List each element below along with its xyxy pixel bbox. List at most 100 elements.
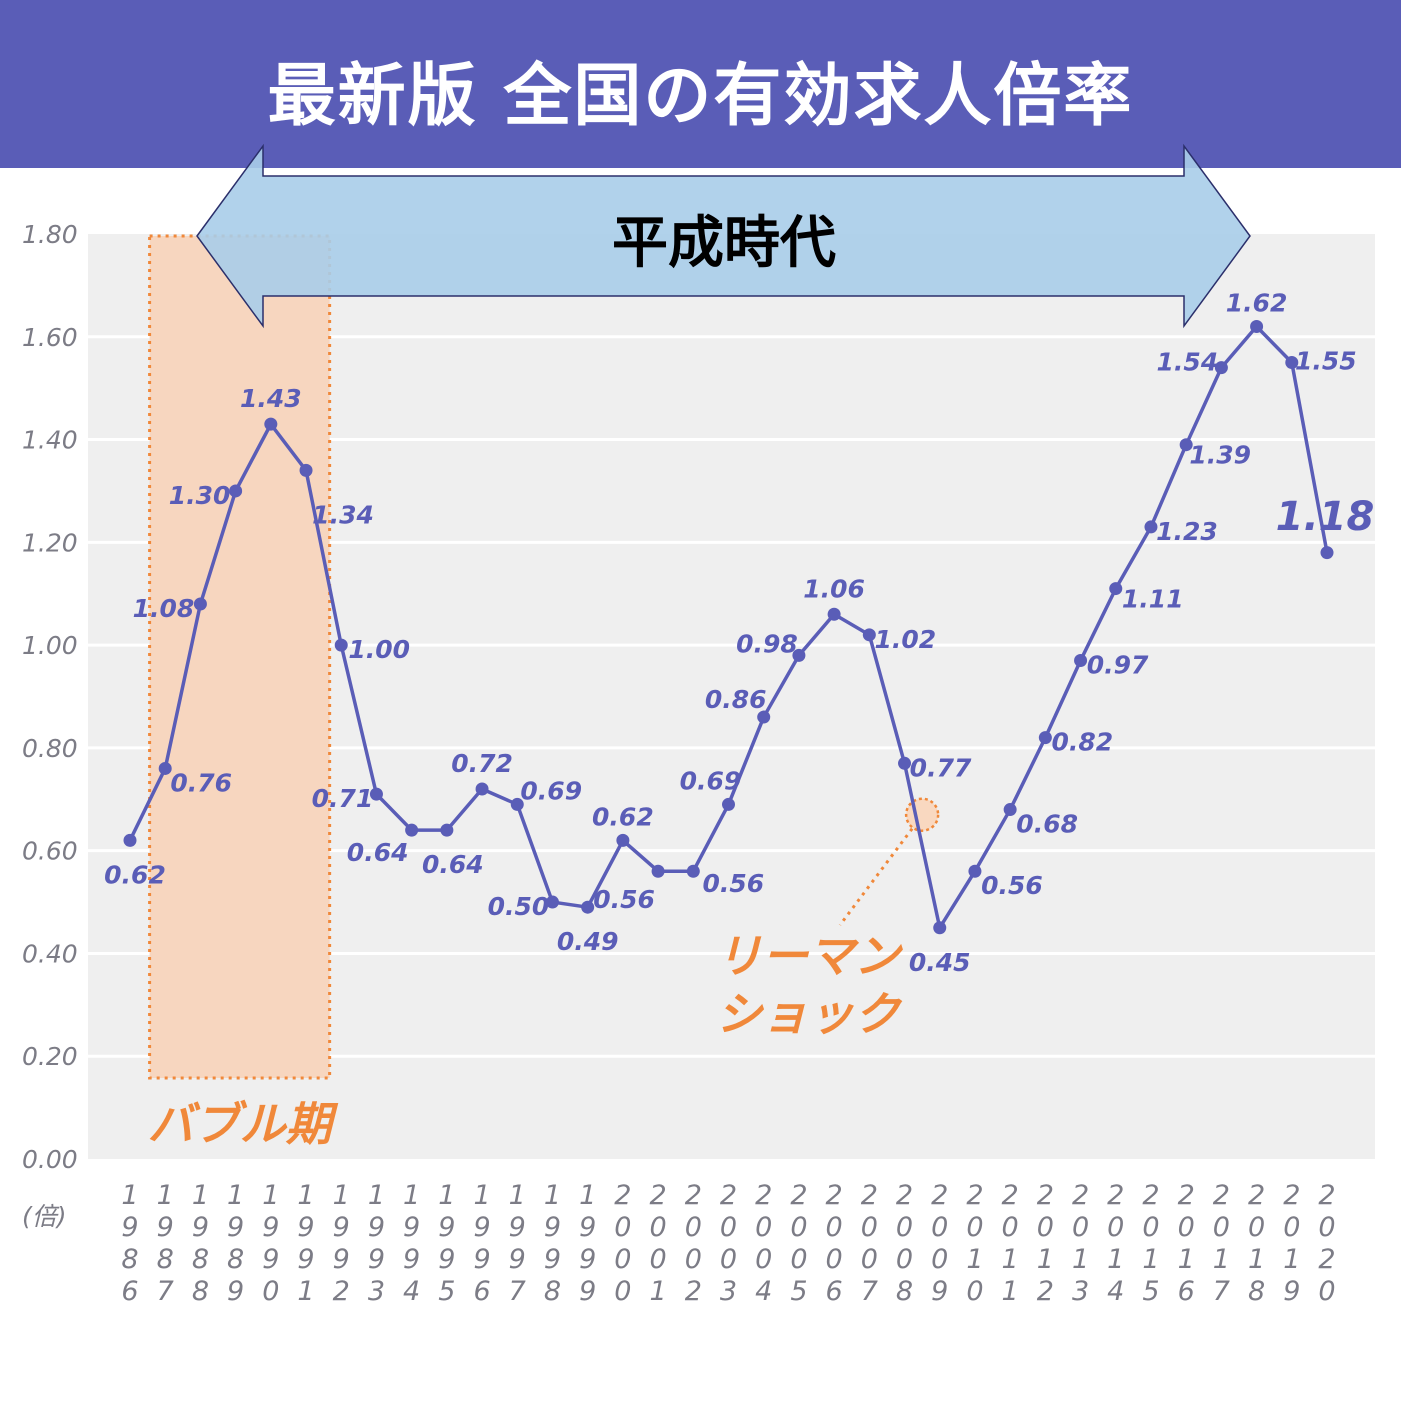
data-label: 0.72 xyxy=(451,749,513,778)
data-label: 1.02 xyxy=(874,625,936,654)
era-label: 平成時代 xyxy=(612,211,836,276)
data-point xyxy=(1003,803,1017,817)
data-label: 1.55 xyxy=(1295,346,1357,375)
page-title: 最新版 全国の有効求人倍率 xyxy=(267,57,1134,136)
lehman-label-line2: ショック xyxy=(716,987,903,1041)
data-label: 1.00 xyxy=(348,635,410,664)
y-tick-label: 0.20 xyxy=(22,1042,78,1071)
data-point xyxy=(299,463,313,477)
data-point xyxy=(440,823,454,837)
data-label: 1.62 xyxy=(1226,289,1288,318)
data-label: 0.45 xyxy=(909,948,971,977)
data-point xyxy=(193,597,207,611)
data-point xyxy=(158,761,172,775)
x-axis-ticks: 1 9 8 6 1 9 8 7 1 9 8 8 1 9 8 9 1 9 9 0 1 9 9 1 1 9 9 2 1 9 9 3 1 9 9 4 1 9 9 5… xyxy=(121,1180,1335,1307)
data-point xyxy=(1074,654,1088,668)
data-point xyxy=(334,638,348,652)
data-point xyxy=(1144,520,1158,534)
data-label: 0.68 xyxy=(1016,810,1078,839)
data-label: 1.11 xyxy=(1122,585,1184,614)
y-tick-label: 0.40 xyxy=(22,939,78,968)
data-label: 1.23 xyxy=(1156,517,1218,546)
data-point xyxy=(616,833,630,847)
data-label: 0.97 xyxy=(1087,651,1149,680)
data-point xyxy=(264,417,278,431)
data-point xyxy=(1179,438,1193,452)
data-point xyxy=(1320,546,1334,560)
data-labels: 0.62 0.76 1.08 1.30 1.43 1.34 1.00 0.71 0.64 0.64… xyxy=(104,289,1374,977)
data-point xyxy=(510,797,524,811)
data-point xyxy=(757,710,771,724)
y-tick-label: 1.60 xyxy=(22,323,78,352)
data-point xyxy=(123,833,137,847)
y-tick-label: 1.40 xyxy=(22,426,78,455)
y-tick-label: 0.00 xyxy=(22,1145,78,1174)
data-point xyxy=(369,787,383,801)
data-label: 1.08 xyxy=(133,594,195,623)
data-point xyxy=(1038,731,1052,745)
bubble-period-highlight xyxy=(148,234,332,1080)
y-axis-ticks: 0.00 0.20 0.40 0.60 0.80 1.00 1.20 1.40 1.60 1.80… xyxy=(22,220,78,1231)
y-tick-label: 1.80 xyxy=(22,220,78,249)
data-label: 0.69 xyxy=(680,766,742,795)
data-point xyxy=(686,864,700,878)
data-point xyxy=(827,607,841,621)
y-tick-label: 1.20 xyxy=(22,528,78,557)
data-label: 0.62 xyxy=(592,802,654,831)
data-point xyxy=(792,648,806,662)
y-axis-unit: (倍) xyxy=(22,1202,67,1231)
bubble-period-box: バブル期 xyxy=(148,234,339,1151)
data-label: 0.56 xyxy=(593,885,655,914)
data-point xyxy=(1250,320,1264,333)
data-point xyxy=(1214,361,1228,375)
data-point xyxy=(933,921,947,935)
data-label: 0.56 xyxy=(981,871,1043,900)
data-point xyxy=(1285,355,1299,369)
data-series xyxy=(123,320,1334,935)
data-label: 1.54 xyxy=(1157,348,1219,377)
data-point xyxy=(722,797,735,811)
data-label: 0.71 xyxy=(312,784,374,813)
data-point xyxy=(651,864,665,878)
data-label: 0.64 xyxy=(347,838,409,867)
data-point xyxy=(1109,582,1123,596)
y-tick-label: 0.80 xyxy=(22,734,78,763)
data-label: 0.86 xyxy=(705,685,767,714)
era-arrow: 平成時代 xyxy=(196,143,1251,329)
data-point xyxy=(968,864,982,878)
data-label: 0.76 xyxy=(170,768,232,797)
data-point xyxy=(898,756,912,770)
data-point xyxy=(405,823,419,837)
data-point xyxy=(545,895,559,909)
lehman-marker xyxy=(904,797,940,832)
data-label: 0.50 xyxy=(488,892,550,921)
data-label: 0.98 xyxy=(736,629,798,658)
data-label: 1.06 xyxy=(803,574,865,603)
data-point xyxy=(862,628,876,642)
lehman-label-line1: リーマン xyxy=(716,929,903,983)
